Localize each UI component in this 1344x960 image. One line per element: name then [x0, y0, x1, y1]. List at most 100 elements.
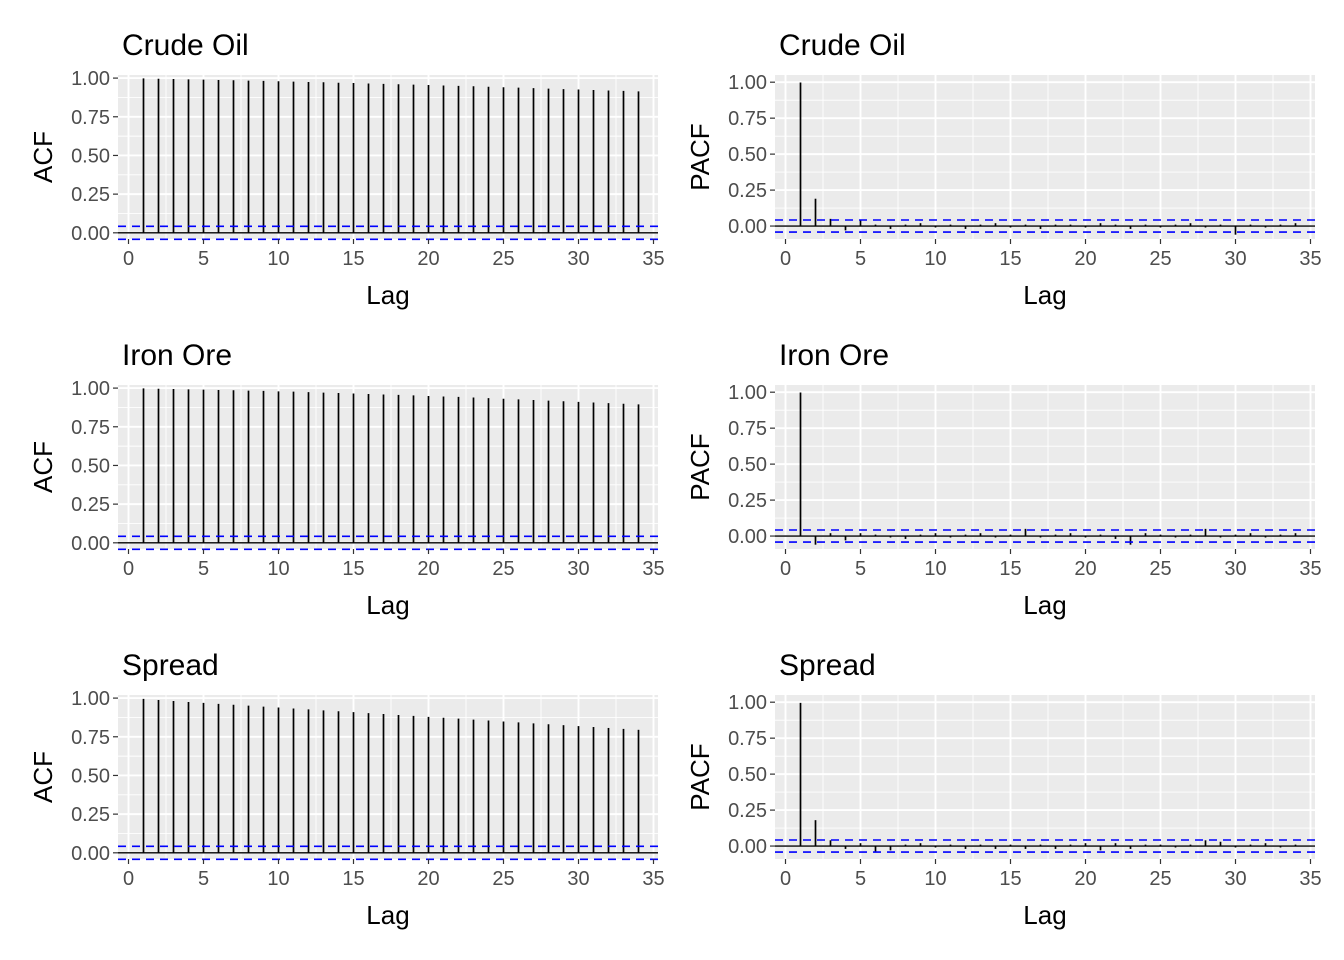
- x-tick-label: 20: [1074, 868, 1096, 890]
- y-tick-label: 0.75: [728, 728, 767, 750]
- y-tick-label: 0.25: [71, 804, 110, 826]
- y-tick-label: 0.00: [728, 526, 767, 548]
- x-tick-label: 5: [198, 248, 209, 270]
- x-tick-label: 15: [999, 558, 1021, 580]
- y-tick-label: 0.50: [728, 764, 767, 786]
- y-tick-label: 0.25: [728, 180, 767, 202]
- x-tick-label: 20: [417, 558, 439, 580]
- x-tick-label: 35: [642, 558, 664, 580]
- x-tick-label: 30: [1224, 248, 1246, 270]
- y-tick-label: 1.00: [71, 688, 110, 710]
- panel-title: Iron Ore: [122, 339, 232, 372]
- x-axis-label: Lag: [366, 280, 409, 310]
- x-tick-label: 0: [780, 248, 791, 270]
- x-tick-label: 15: [342, 868, 364, 890]
- x-tick-label: 20: [1074, 248, 1096, 270]
- x-tick-label: 25: [1149, 868, 1171, 890]
- y-tick-label: 0.75: [71, 107, 110, 129]
- x-tick-label: 5: [855, 248, 866, 270]
- panel-2: 0 5 10 15 20 25 30 35 0.00 0.25 0.50 0.75 1.00 Crude …: [685, 29, 1322, 310]
- y-tick-label: 1.00: [728, 382, 767, 404]
- x-axis-label: Lag: [366, 900, 409, 930]
- x-tick-label: 10: [924, 248, 946, 270]
- x-tick-label: 10: [267, 868, 289, 890]
- panel-title: Spread: [122, 649, 219, 682]
- y-tick-label: 0.00: [71, 843, 110, 865]
- y-tick-label: 0.25: [728, 490, 767, 512]
- x-tick-label: 15: [342, 248, 364, 270]
- y-tick-label: 0.75: [728, 418, 767, 440]
- y-axis-label: ACF: [28, 131, 58, 183]
- x-tick-label: 5: [855, 558, 866, 580]
- y-tick-label: 0.00: [71, 533, 110, 555]
- y-axis-label: ACF: [28, 441, 58, 493]
- x-tick-label: 30: [1224, 868, 1246, 890]
- x-axis-label: Lag: [1023, 900, 1066, 930]
- y-tick-label: 1.00: [71, 68, 110, 90]
- panel-title: Crude Oil: [122, 29, 249, 62]
- panel-background: [118, 385, 658, 549]
- x-axis-label: Lag: [1023, 590, 1066, 620]
- x-tick-label: 30: [567, 868, 589, 890]
- panel-background: [775, 75, 1315, 239]
- x-tick-label: 25: [492, 248, 514, 270]
- x-tick-label: 0: [123, 868, 134, 890]
- x-tick-label: 35: [642, 868, 664, 890]
- y-tick-label: 0.75: [728, 108, 767, 130]
- x-tick-label: 5: [855, 868, 866, 890]
- y-tick-label: 0.00: [728, 216, 767, 238]
- panel-title: Iron Ore: [779, 339, 889, 372]
- x-tick-label: 0: [780, 868, 791, 890]
- y-axis-label: PACF: [685, 123, 715, 190]
- panel-background: [118, 695, 658, 859]
- panel-title: Crude Oil: [779, 29, 906, 62]
- x-tick-label: 35: [1299, 248, 1321, 270]
- x-tick-label: 15: [999, 248, 1021, 270]
- panel-3: 0 5 10 15 20 25 30 35 0.00 0.25 0.50 0.75 1.00 Iron O…: [28, 339, 665, 620]
- y-tick-label: 0.50: [728, 144, 767, 166]
- x-tick-label: 35: [642, 248, 664, 270]
- panel-background: [775, 695, 1315, 859]
- panel-background: [775, 385, 1315, 549]
- x-tick-label: 15: [342, 558, 364, 580]
- y-tick-label: 0.00: [71, 223, 110, 245]
- y-tick-label: 0.50: [71, 145, 110, 167]
- x-tick-label: 30: [1224, 558, 1246, 580]
- x-tick-label: 10: [267, 248, 289, 270]
- y-tick-label: 0.25: [71, 494, 110, 516]
- panel-background: [118, 75, 658, 239]
- y-tick-label: 0.25: [71, 184, 110, 206]
- panel-6: 0 5 10 15 20 25 30 35 0.00 0.25 0.50 0.75 1.00 Spread…: [685, 649, 1322, 930]
- x-tick-label: 25: [492, 558, 514, 580]
- x-axis-label: Lag: [1023, 280, 1066, 310]
- x-tick-label: 0: [780, 558, 791, 580]
- y-tick-label: 0.00: [728, 836, 767, 858]
- x-tick-label: 10: [924, 558, 946, 580]
- y-tick-label: 0.75: [71, 417, 110, 439]
- y-tick-label: 1.00: [71, 378, 110, 400]
- panel-4: 0 5 10 15 20 25 30 35 0.00 0.25 0.50 0.75 1.00 Iron O…: [685, 339, 1322, 620]
- x-tick-label: 5: [198, 868, 209, 890]
- x-tick-label: 35: [1299, 558, 1321, 580]
- x-tick-label: 35: [1299, 868, 1321, 890]
- x-tick-label: 5: [198, 558, 209, 580]
- x-tick-label: 10: [267, 558, 289, 580]
- x-tick-label: 25: [1149, 248, 1171, 270]
- x-tick-label: 0: [123, 248, 134, 270]
- x-tick-label: 10: [924, 868, 946, 890]
- x-tick-label: 0: [123, 558, 134, 580]
- x-tick-label: 20: [417, 248, 439, 270]
- x-tick-label: 25: [1149, 558, 1171, 580]
- y-tick-label: 1.00: [728, 72, 767, 94]
- y-axis-label: PACF: [685, 433, 715, 500]
- x-axis-label: Lag: [366, 590, 409, 620]
- y-tick-label: 0.50: [71, 765, 110, 787]
- panel-5: 0 5 10 15 20 25 30 35 0.00 0.25 0.50 0.75 1.00 Spread…: [28, 649, 665, 930]
- x-tick-label: 30: [567, 248, 589, 270]
- y-tick-label: 0.50: [71, 455, 110, 477]
- y-axis-label: PACF: [685, 743, 715, 810]
- y-tick-label: 0.25: [728, 800, 767, 822]
- y-tick-label: 0.75: [71, 727, 110, 749]
- y-axis-label: ACF: [28, 751, 58, 803]
